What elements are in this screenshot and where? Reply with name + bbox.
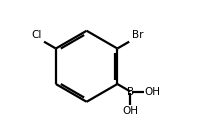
- Text: OH: OH: [122, 106, 138, 116]
- Text: Br: Br: [132, 30, 143, 40]
- Text: B: B: [127, 87, 134, 97]
- Text: OH: OH: [145, 87, 161, 97]
- Text: Cl: Cl: [31, 30, 41, 40]
